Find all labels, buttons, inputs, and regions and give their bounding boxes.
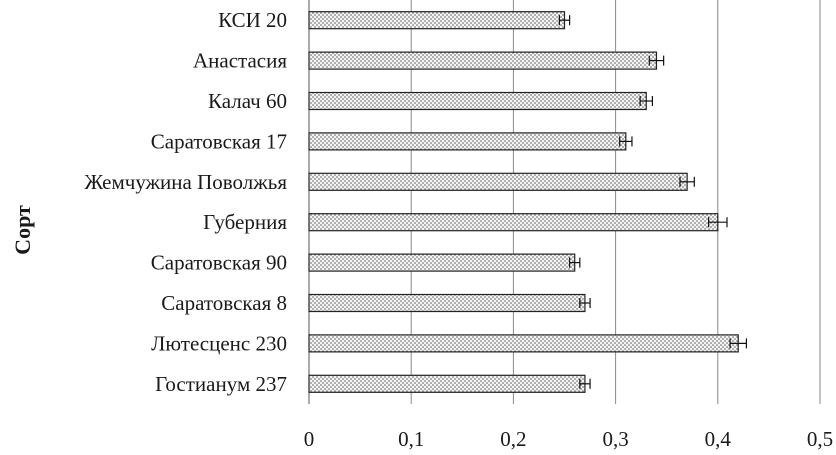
bar bbox=[308, 253, 576, 272]
bar bbox=[308, 132, 627, 151]
error-bar bbox=[579, 378, 591, 389]
error-bar bbox=[729, 338, 748, 349]
x-tick-label: 0,5 bbox=[807, 427, 833, 451]
x-tick-label: 0 bbox=[304, 427, 315, 451]
category-label: КСИ 20 bbox=[218, 8, 287, 32]
error-bar bbox=[708, 217, 728, 228]
category-label: Жемчужина Поволжья bbox=[84, 170, 287, 194]
category-labels: КСИ 20 Анастасия Калач 60 Саратовская 17 Жем… bbox=[84, 8, 287, 396]
error-bar bbox=[558, 15, 571, 26]
bar bbox=[308, 334, 739, 353]
x-tick-label: 0,3 bbox=[602, 427, 628, 451]
bar bbox=[308, 172, 688, 191]
category-label: Анастасия bbox=[193, 49, 287, 73]
bar bbox=[308, 11, 566, 30]
category-label: Саратовская 17 bbox=[151, 129, 287, 153]
y-axis-title: Сорт bbox=[10, 205, 35, 255]
x-tick-label: 0,4 bbox=[705, 427, 732, 451]
bar bbox=[308, 213, 719, 232]
error-bar bbox=[648, 55, 665, 66]
x-tick-label: 0,1 bbox=[398, 427, 424, 451]
error-bar bbox=[569, 257, 581, 268]
bars bbox=[308, 11, 748, 393]
category-label: Калач 60 bbox=[208, 89, 287, 113]
error-bar bbox=[679, 176, 695, 187]
bar bbox=[308, 293, 586, 313]
error-bar bbox=[579, 298, 591, 308]
category-label: Саратовская 8 bbox=[161, 291, 287, 315]
bar bbox=[308, 91, 647, 111]
category-label: Саратовская 90 bbox=[151, 251, 287, 275]
bar bbox=[308, 374, 586, 393]
error-bar bbox=[639, 96, 653, 106]
category-label: Лютесценс 230 bbox=[151, 331, 287, 355]
error-bar bbox=[619, 136, 633, 147]
category-label: Гостианум 237 bbox=[155, 372, 287, 396]
bar bbox=[308, 51, 658, 70]
category-label: Губерния bbox=[203, 210, 287, 234]
x-axis-ticks: 0 0,1 0,2 0,3 0,4 0,5 bbox=[304, 427, 833, 451]
x-tick-label: 0,2 bbox=[500, 427, 526, 451]
